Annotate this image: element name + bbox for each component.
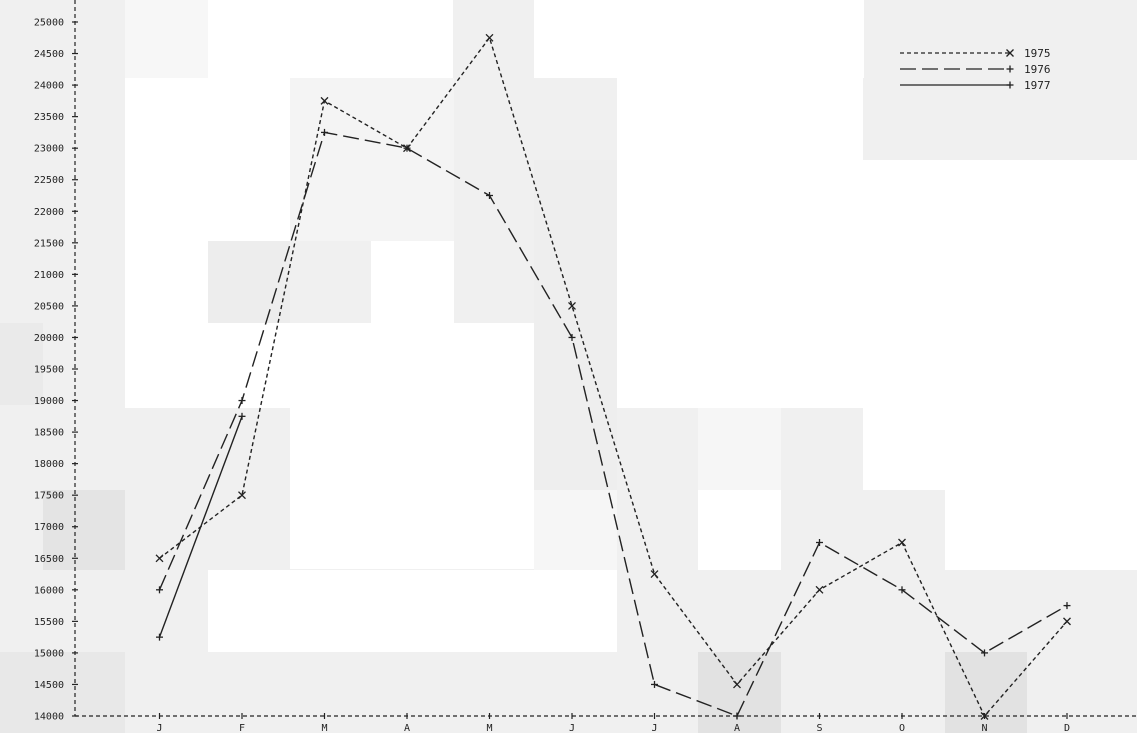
x-tick-label: J (156, 723, 162, 733)
legend-label: 1976 (1024, 63, 1051, 76)
background-block (698, 652, 781, 733)
axes: 14000 14500 15000 15500 16000 16500 17000 17500… (34, 0, 1137, 733)
y-tick-label: 14500 (34, 680, 64, 691)
y-tick-label: 20000 (34, 333, 64, 344)
data-point (1006, 49, 1014, 57)
x-tick-label: A (734, 723, 740, 733)
background-block (698, 408, 781, 490)
background-block (945, 652, 1027, 733)
data-point (155, 554, 164, 563)
data-point (650, 570, 659, 579)
y-tick-label: 22000 (34, 207, 64, 218)
data-point (321, 128, 328, 136)
y-tick-label: 17000 (34, 522, 64, 533)
background-block (0, 323, 43, 405)
data-point (733, 680, 741, 689)
background-block (534, 0, 864, 78)
legend-entry: 1975 (900, 47, 1051, 60)
background-block (0, 652, 125, 733)
data-point (238, 397, 246, 405)
legend-label: 1977 (1024, 79, 1051, 92)
data-point (156, 586, 163, 594)
data-point (320, 96, 329, 105)
y-tick-label: 18000 (34, 459, 64, 470)
background-block (208, 570, 617, 652)
background-block (945, 490, 1137, 570)
x-tick-label: S (816, 723, 822, 733)
y-tick-label: 16000 (34, 585, 64, 596)
data-point (1063, 602, 1071, 610)
background-block (698, 490, 781, 570)
background-block (290, 78, 454, 241)
data-point (485, 33, 494, 42)
y-tick-label: 15500 (34, 617, 64, 628)
series-lines (155, 33, 1071, 720)
legend: 1975 1976 1977 (900, 47, 1051, 92)
y-tick-label: 24500 (34, 49, 64, 60)
data-point (898, 538, 906, 547)
x-tick-label: J (569, 723, 575, 733)
series-1975 (155, 33, 1071, 720)
y-tick-label: 15000 (34, 648, 64, 659)
x-tick-label: D (1064, 723, 1070, 733)
data-point (733, 712, 741, 720)
data-point (1006, 81, 1014, 89)
x-tick-label: F (239, 723, 245, 733)
data-point (816, 539, 823, 546)
x-tick-label: J (651, 723, 657, 733)
series-line (158, 416, 243, 638)
x-tick-label: A (404, 723, 410, 733)
y-tick-label: 21000 (34, 270, 64, 281)
background-block (371, 241, 454, 323)
y-tick-label: 19500 (34, 365, 64, 376)
data-point (981, 649, 988, 657)
data-point (238, 491, 246, 500)
series-1976 (156, 128, 1071, 720)
background-block (534, 490, 617, 570)
y-tick-label: 24000 (34, 81, 64, 92)
y-tick-label: 21500 (34, 238, 64, 249)
data-point (486, 192, 493, 199)
data-point (568, 301, 576, 310)
legend-entry: 1977 (900, 79, 1051, 92)
y-tick-label: 19000 (34, 396, 64, 407)
series-1977 (156, 412, 246, 641)
y-tick-label: 18500 (34, 428, 64, 439)
y-tick-label: 20500 (34, 301, 64, 312)
background-block (208, 241, 290, 323)
x-tick-label: M (321, 723, 327, 733)
background-block (125, 0, 208, 78)
data-point (403, 144, 411, 152)
y-tick-label: 16500 (34, 554, 64, 565)
series-line (158, 131, 1068, 717)
y-tick-label: 23500 (34, 112, 64, 123)
data-point (980, 712, 989, 720)
background-block (534, 160, 617, 490)
x-tick-label: M (486, 723, 492, 733)
data-point (815, 585, 824, 594)
data-point (238, 412, 246, 420)
data-point (568, 333, 576, 341)
y-tick-label: 14000 (34, 712, 64, 723)
background-block (863, 160, 1137, 490)
legend-entry: 1976 (900, 63, 1051, 76)
data-point (156, 633, 163, 641)
background-block (43, 490, 125, 570)
data-point (651, 680, 658, 688)
x-tick-label: N (981, 723, 987, 733)
data-point (1006, 65, 1014, 73)
x-tick-label: O (899, 723, 905, 733)
background-block (208, 0, 453, 78)
y-tick-label: 17500 (34, 491, 64, 502)
data-point (898, 586, 906, 594)
data-point (1063, 617, 1071, 626)
background-block (617, 78, 863, 408)
legend-label: 1975 (1024, 47, 1051, 60)
y-tick-label: 22500 (34, 175, 64, 186)
y-tick-label: 25000 (34, 18, 64, 29)
y-tick-label: 23000 (34, 144, 64, 155)
